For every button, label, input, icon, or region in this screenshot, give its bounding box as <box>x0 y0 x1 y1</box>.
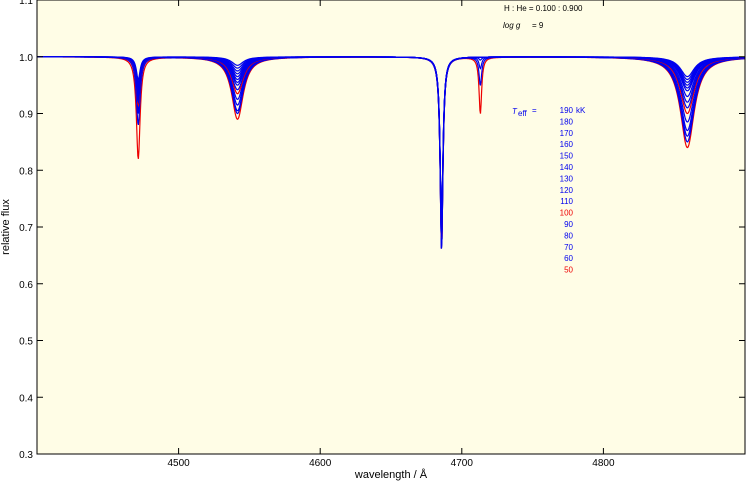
legend-entry-90: 90 <box>564 220 573 229</box>
legend-entry-110: 110 <box>560 197 573 206</box>
y-tick-label: 0.5 <box>19 337 33 348</box>
legend-entry-180: 180 <box>560 117 574 126</box>
y-tick-label: 0.4 <box>19 393 33 404</box>
legend-entry-50: 50 <box>564 266 573 275</box>
y-axis-title: relative flux <box>0 199 12 255</box>
legend-symbol: T <box>512 107 518 116</box>
legend-entry-140: 140 <box>560 163 574 172</box>
composition-annotation: H : He = 0.100 : 0.900 <box>504 4 583 13</box>
series-layer <box>37 56 746 249</box>
y-tick-label: 0.3 <box>19 450 33 461</box>
y-tick-label: 0.7 <box>19 223 33 234</box>
legend-entry-190: 190 <box>560 106 574 115</box>
y-tick-label: 0.6 <box>19 280 33 291</box>
tick-layer: 4500 4600 4700 4800 0.3 0.4 0.5 0.6 0.7 0.8 0.9 1.0… <box>19 0 745 469</box>
y-tick-label: 1.1 <box>19 0 33 7</box>
legend-symbol-subscript: eff <box>518 109 528 118</box>
x-tick-label: 4700 <box>451 458 474 469</box>
x-tick-label: 4800 <box>592 458 615 469</box>
legend-entry-170: 170 <box>560 129 574 138</box>
series-line-190 <box>37 56 746 238</box>
legend-entry-60: 60 <box>564 254 573 263</box>
legend-entry-160: 160 <box>560 140 574 149</box>
legend-equals: = <box>532 106 537 115</box>
legend: T eff = 190 180 170 160 150 140 130 120 110 100 90… <box>512 106 586 275</box>
legend-entry-150: 150 <box>560 152 574 161</box>
plot-background <box>37 0 745 454</box>
legend-unit: kK <box>576 106 586 115</box>
x-tick-label: 4500 <box>167 458 190 469</box>
legend-entry-120: 120 <box>560 186 574 195</box>
x-tick-label: 4600 <box>309 458 332 469</box>
legend-entry-80: 80 <box>564 231 573 240</box>
gravity-value: = 9 <box>532 21 544 30</box>
legend-entry-100: 100 <box>560 209 574 218</box>
x-axis-title: wavelength / Å <box>354 468 428 481</box>
y-tick-label: 1.0 <box>19 53 33 64</box>
y-tick-label: 0.9 <box>19 110 33 121</box>
legend-entry-130: 130 <box>560 174 574 183</box>
gravity-label: log g <box>503 21 521 30</box>
y-tick-label: 0.8 <box>19 166 33 177</box>
legend-entry-70: 70 <box>564 243 573 252</box>
legend-entries: 190 180 170 160 150 140 130 120 110 100 90 80 70 60 50 <box>560 106 574 275</box>
